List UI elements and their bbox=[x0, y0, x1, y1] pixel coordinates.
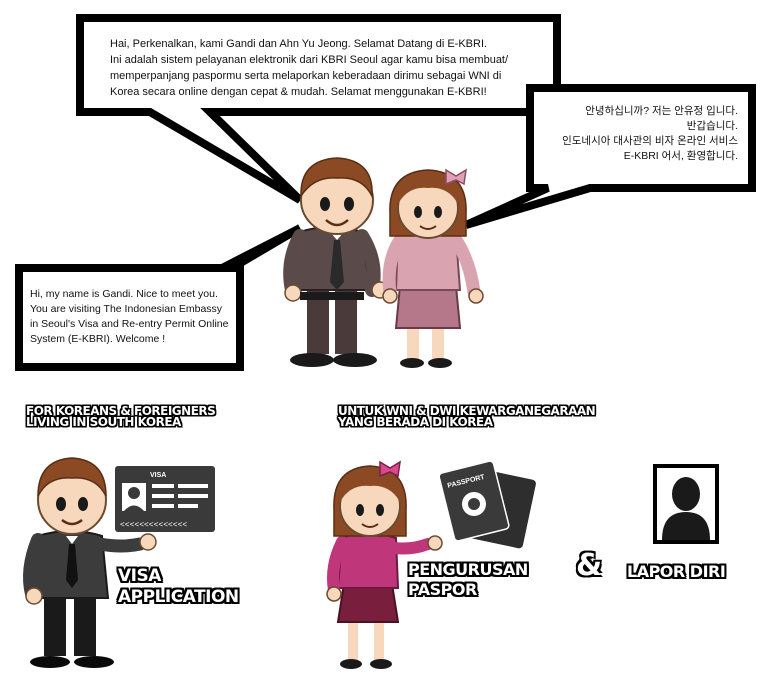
lapor-diri-link[interactable]: Lapor Diri bbox=[627, 562, 726, 582]
korean-bubble-line: 인도네시아 대사관의 비자 온라인 서비스 bbox=[562, 135, 738, 147]
heading-line: For Koreans & Foreigners bbox=[26, 404, 216, 418]
wni-section-heading: Untuk WNI & Dwi Kewarganegaraan yang ber… bbox=[338, 404, 596, 429]
paspor-woman-character bbox=[326, 460, 443, 669]
main-bubble-text: Hai, Perkenalkan, kami Gandi dan Ahn Yu … bbox=[110, 36, 530, 100]
main-bubble-line: Hai, Perkenalkan, kami Gandi dan Ahn Yu … bbox=[110, 38, 488, 50]
english-bubble-line: in Seoul's Visa and Re-entry Permit Onli… bbox=[30, 318, 229, 330]
paspor-link-line: Paspor bbox=[408, 580, 477, 599]
paspor-link-line: Pengurusan bbox=[408, 560, 528, 579]
passport-icon[interactable]: PASSPORT bbox=[438, 460, 536, 549]
english-bubble-line: Hi, my name is Gandi. Nice to meet you. bbox=[30, 288, 218, 300]
korean-bubble-line: 반갑습니다. bbox=[686, 120, 738, 132]
korean-bubble-text: 안녕하십니까? 저는 안유정 입니다. 반갑습니다. 인도네시아 대사관의 비자… bbox=[538, 104, 738, 164]
visa-link-line: Visa bbox=[118, 566, 161, 586]
visa-link-line: Application bbox=[118, 587, 239, 607]
koreans-section-heading: For Koreans & Foreigners Living in South… bbox=[26, 404, 216, 429]
lapor-link-line: Lapor Diri bbox=[627, 562, 726, 581]
english-bubble-text: Hi, my name is Gandi. Nice to meet you. … bbox=[30, 287, 230, 347]
korean-speech-bubble bbox=[464, 84, 756, 229]
profile-silhouette-icon[interactable] bbox=[653, 464, 719, 544]
svg-text:<<<<<<<<<<<<<<: <<<<<<<<<<<<<< bbox=[120, 521, 187, 530]
main-bubble-line: Korea secara online dengan cepat & mudah… bbox=[110, 86, 487, 98]
gandi-character bbox=[283, 157, 389, 367]
visa-card-icon[interactable]: VISA <<<<<<<<<<<<<< bbox=[115, 466, 215, 532]
pengurusan-paspor-link[interactable]: Pengurusan Paspor bbox=[408, 560, 528, 600]
korean-bubble-line: E-KBRI 어서, 환영합니다. bbox=[623, 150, 738, 162]
visa-man-character bbox=[23, 457, 157, 668]
main-speech-bubble bbox=[76, 14, 561, 204]
heading-line: yang berada di Korea bbox=[338, 415, 493, 429]
svg-text:VISA: VISA bbox=[150, 472, 166, 479]
main-bubble-line: Ini adalah sistem pelayanan elektronik d… bbox=[110, 54, 509, 66]
visa-application-link[interactable]: Visa Application bbox=[118, 566, 239, 608]
english-speech-bubble bbox=[15, 224, 303, 371]
english-bubble-line: You are visiting The Indonesian Embassy bbox=[30, 303, 223, 315]
main-bubble-line: memperpanjang paspormu serta melaporkan … bbox=[110, 70, 502, 82]
heading-line: Living in South Korea bbox=[26, 415, 181, 429]
korean-bubble-line: 안녕하십니까? 저는 안유정 입니다. bbox=[585, 105, 738, 117]
yujeong-character bbox=[382, 168, 484, 368]
ampersand-symbol: & bbox=[576, 548, 603, 583]
heading-line: Untuk WNI & Dwi Kewarganegaraan bbox=[338, 404, 596, 418]
english-bubble-line: System (E-KBRI). Welcome ! bbox=[30, 333, 166, 345]
